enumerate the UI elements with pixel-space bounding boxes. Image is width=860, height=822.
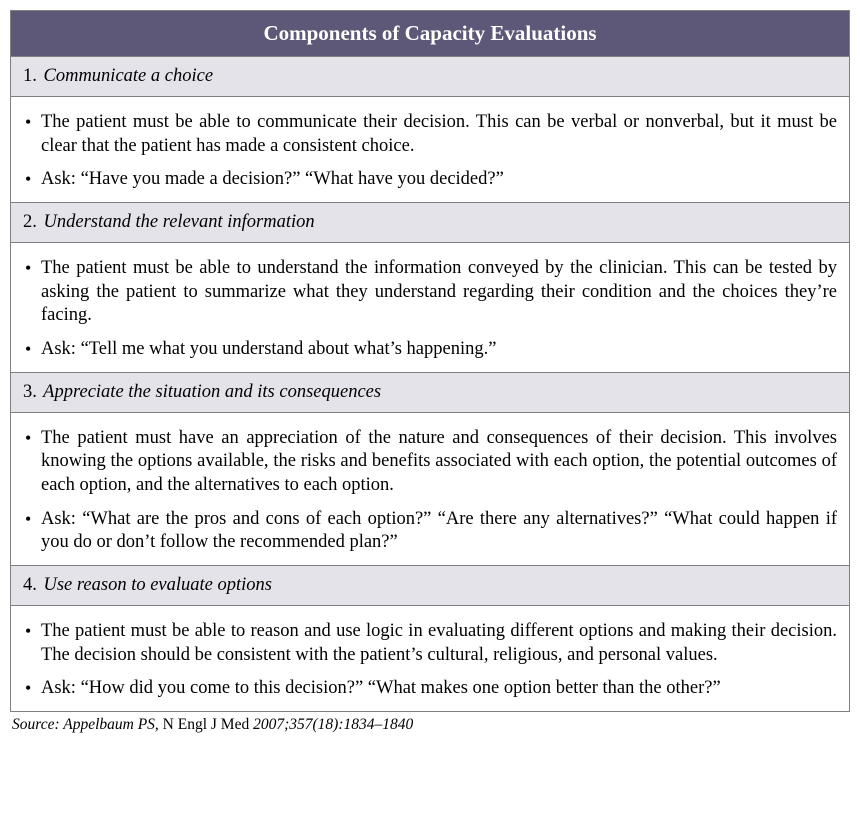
capacity-table: Components of Capacity Evaluations 1. Co… — [10, 10, 850, 712]
source-label: Source: Appelbaum PS, — [12, 716, 159, 733]
bullet-item: The patient must have an appreciation of… — [23, 427, 837, 498]
section-header-4: 4. Use reason to evaluate options — [11, 566, 849, 606]
section-heading: Use reason to evaluate options — [44, 575, 272, 595]
section-num: 1. — [23, 66, 37, 86]
source-journal: N Engl J Med — [159, 716, 253, 733]
section-body-1: The patient must be able to communicate … — [11, 97, 849, 203]
bullet-item: The patient must be able to reason and u… — [23, 620, 837, 667]
section-header-2: 2. Understand the relevant information — [11, 203, 849, 243]
section-header-3: 3. Appreciate the situation and its cons… — [11, 373, 849, 413]
bullet-item: The patient must be able to understand t… — [23, 257, 837, 328]
section-header-1: 1. Communicate a choice — [11, 57, 849, 97]
bullet-item: The patient must be able to communicate … — [23, 111, 837, 158]
section-body-2: The patient must be able to understand t… — [11, 243, 849, 373]
source-cite: 2007;357(18):1834–1840 — [253, 716, 413, 733]
bullet-item: Ask: “What are the pros and cons of each… — [23, 508, 837, 555]
section-heading: Understand the relevant information — [44, 212, 315, 232]
bullet-item: Ask: “How did you come to this decision?… — [23, 677, 837, 701]
table-title: Components of Capacity Evaluations — [11, 11, 849, 57]
section-num: 4. — [23, 575, 37, 595]
section-heading: Appreciate the situation and its consequ… — [43, 382, 381, 402]
section-num: 3. — [23, 382, 37, 402]
section-num: 2. — [23, 212, 37, 232]
section-heading: Communicate a choice — [44, 66, 214, 86]
source-citation: Source: Appelbaum PS, N Engl J Med 2007;… — [10, 712, 850, 734]
bullet-item: Ask: “Tell me what you understand about … — [23, 338, 837, 362]
section-body-4: The patient must be able to reason and u… — [11, 606, 849, 711]
bullet-item: Ask: “Have you made a decision?” “What h… — [23, 168, 837, 192]
section-body-3: The patient must have an appreciation of… — [11, 413, 849, 566]
